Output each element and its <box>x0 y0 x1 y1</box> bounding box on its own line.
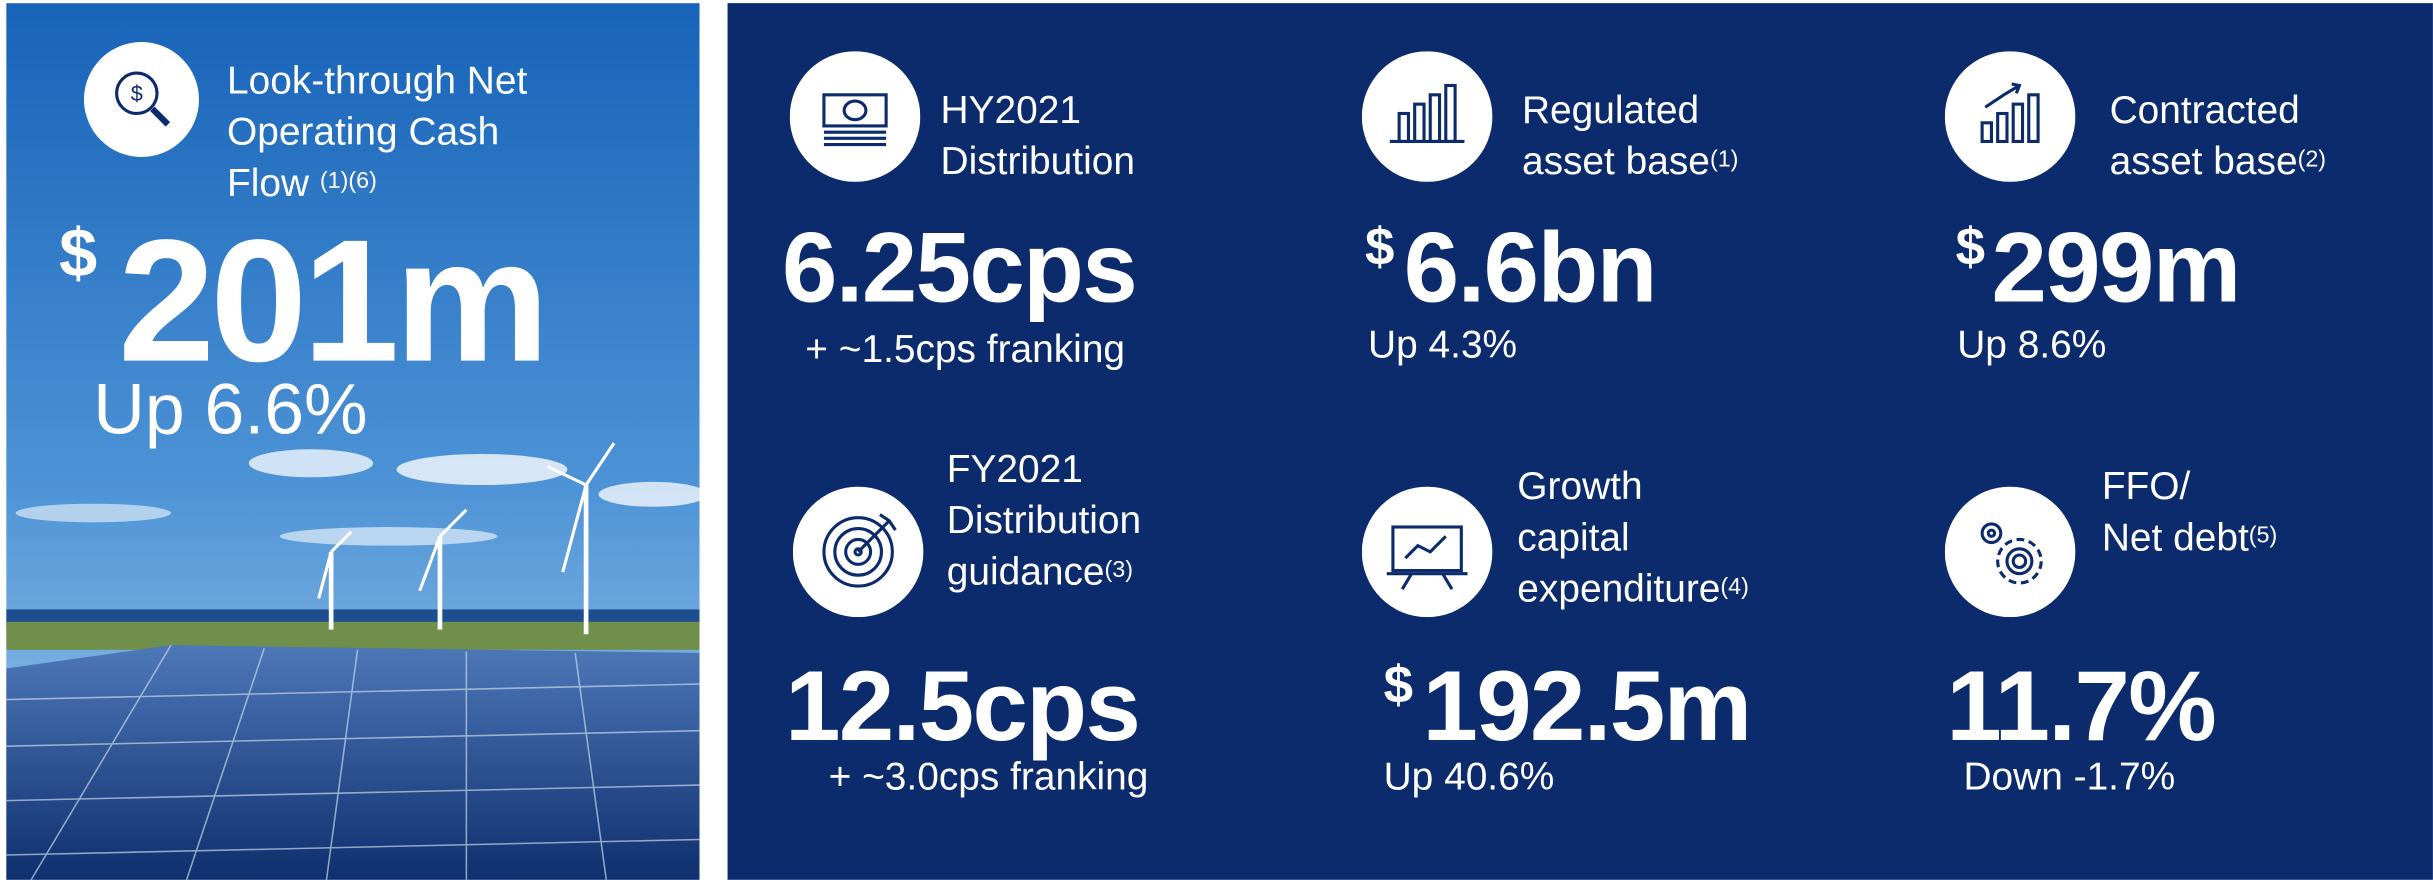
metric-sub: Up 4.3% <box>1368 326 1517 365</box>
footnote: (1) <box>1710 146 1739 172</box>
metric-label-line: asset base(2) <box>2110 137 2327 188</box>
metric-label-line: Distribution <box>947 496 1141 547</box>
metric-value: 12.5cps <box>785 656 1139 755</box>
metric-value: 6.6bn <box>1404 218 1656 317</box>
footnote: (5) <box>2249 522 2278 548</box>
icon <box>1945 487 2076 618</box>
currency: $ <box>59 221 97 289</box>
metric-label-line: expenditure(4) <box>1517 564 1749 615</box>
icon <box>1362 51 1493 182</box>
currency: $ <box>1956 221 1985 274</box>
footnote: (3) <box>1105 557 1134 583</box>
icon <box>793 487 924 618</box>
infographic: $Look-through NetOperating CashFlow (1)(… <box>0 0 2433 880</box>
metric-label-line: Distribution <box>941 137 1135 188</box>
metric-label: expenditure <box>1517 567 1720 611</box>
metric-sub: + ~3.0cps franking <box>829 759 1149 798</box>
highlight-title-line: Operating Cash <box>227 107 499 158</box>
highlight-value: 201m <box>118 215 545 389</box>
footnote: (1)(6) <box>320 168 377 194</box>
metric-sub: + ~1.5cps franking <box>805 331 1125 370</box>
metric-value: 6.25cps <box>782 218 1136 317</box>
metric-label: asset base <box>1522 140 1710 184</box>
metric-label-line: FY2021 <box>947 445 1083 496</box>
metric-sub: Up 40.6% <box>1384 759 1555 798</box>
metric-label: Net debt <box>2102 516 2249 560</box>
currency: $ <box>1384 659 1413 712</box>
metric-label-line: Contracted <box>2110 86 2300 137</box>
metric-value: 299m <box>1991 218 2239 317</box>
metric-label-line: Growth <box>1517 462 1642 513</box>
metric-value: 192.5m <box>1422 656 1750 755</box>
highlight-title: Operating Cash <box>227 110 499 154</box>
highlight-title: Flow <box>227 162 309 206</box>
metric-sub: Up 8.6% <box>1957 326 2106 365</box>
metric-value: 11.7% <box>1946 656 2215 755</box>
highlight-title-line: Flow (1)(6) <box>227 159 377 210</box>
metric-label-line: guidance(3) <box>947 547 1133 598</box>
metric-label-line: capital <box>1517 513 1629 564</box>
icon <box>790 51 921 182</box>
metric-label: guidance <box>947 550 1105 594</box>
metric-label-line: asset base(1) <box>1522 137 1739 188</box>
icon: $ <box>84 42 199 157</box>
metric-label-line: FFO/ <box>2102 462 2191 513</box>
footnote: (4) <box>1720 574 1749 600</box>
metric-label: HY2021 <box>941 89 1081 133</box>
metric-label-line: Net debt(5) <box>2102 513 2277 564</box>
metric-label: Growth <box>1517 465 1642 509</box>
highlight-change: Up 6.6% <box>93 373 367 445</box>
metric-label-line: HY2021 <box>941 86 1081 137</box>
footnote: (2) <box>2298 146 2327 172</box>
highlight-title-line: Look-through Net <box>227 56 527 107</box>
icon <box>1945 51 2076 182</box>
metric-label-line: Regulated <box>1522 86 1699 137</box>
svg-text:$: $ <box>131 81 143 106</box>
metric-label: FFO/ <box>2102 465 2191 509</box>
metric-label: FY2021 <box>947 448 1083 492</box>
metric-label: Distribution <box>941 140 1135 184</box>
metric-label: Regulated <box>1522 89 1699 133</box>
metric-label: Contracted <box>2110 89 2300 133</box>
highlight-title: Look-through Net <box>227 59 527 103</box>
metric-sub: Down -1.7% <box>1963 759 2175 798</box>
icon <box>1362 487 1493 618</box>
metric-label: asset base <box>2110 140 2298 184</box>
currency: $ <box>1365 221 1394 274</box>
metric-label: capital <box>1517 516 1629 560</box>
metric-label: Distribution <box>947 499 1141 543</box>
